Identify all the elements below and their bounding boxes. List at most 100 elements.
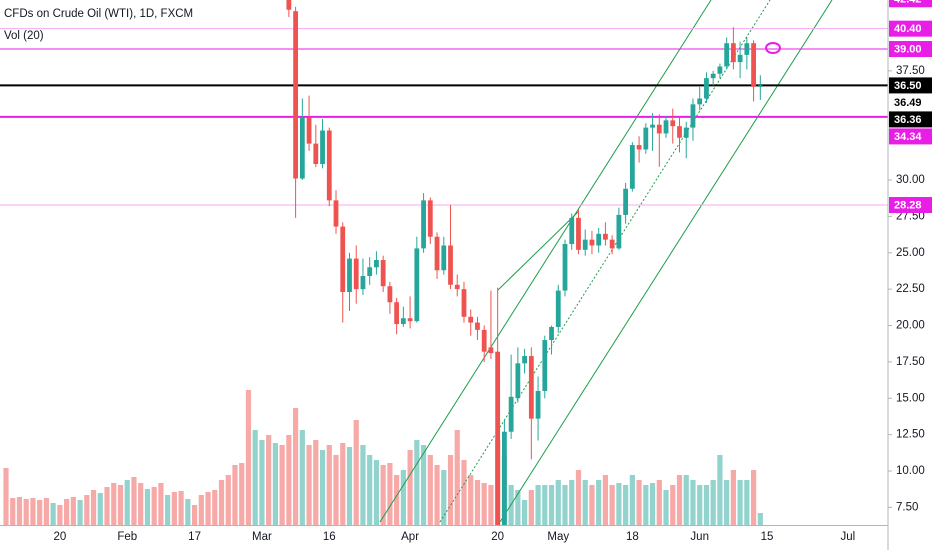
volume-bar bbox=[602, 475, 609, 525]
volume-bar bbox=[353, 420, 359, 525]
volume-bar bbox=[750, 470, 757, 525]
price-label: 36.50 bbox=[894, 80, 922, 92]
candle-body bbox=[333, 200, 339, 227]
volume-bar bbox=[16, 497, 23, 525]
volume-bar bbox=[3, 468, 9, 525]
price-label-bg bbox=[889, 128, 932, 145]
y-tick-label: 22.50 bbox=[896, 283, 925, 295]
volume-bar bbox=[724, 480, 730, 525]
volume-bar bbox=[373, 460, 380, 525]
volume-bar bbox=[744, 480, 750, 525]
volume-bar bbox=[656, 480, 662, 525]
volume-bar bbox=[420, 445, 427, 525]
volume-bar bbox=[683, 475, 689, 525]
volume-bar bbox=[259, 440, 265, 525]
candle-body bbox=[697, 98, 703, 105]
volume-bar bbox=[340, 443, 346, 525]
volume-bar bbox=[670, 485, 676, 525]
volume-bar bbox=[400, 470, 406, 525]
volume-bar bbox=[380, 465, 386, 525]
candle-body bbox=[683, 127, 689, 138]
candle-body bbox=[737, 54, 743, 63]
volume-bar bbox=[97, 493, 103, 525]
candle-body bbox=[448, 245, 453, 285]
volume-bar bbox=[117, 485, 124, 525]
volume-bar bbox=[225, 475, 231, 525]
volume-bar bbox=[313, 440, 319, 525]
volume-bar bbox=[138, 483, 144, 525]
volume-bar bbox=[427, 455, 433, 525]
x-tick-label: 20 bbox=[53, 531, 66, 543]
candle-body bbox=[710, 73, 716, 79]
y-tick-label: 17.50 bbox=[896, 356, 925, 368]
volume-bar bbox=[286, 435, 292, 525]
volume-bar bbox=[218, 480, 225, 525]
candle-body bbox=[757, 85, 763, 87]
candle-body bbox=[286, 0, 292, 10]
candle-body bbox=[751, 43, 756, 87]
y-tick-label: 27.50 bbox=[896, 210, 925, 222]
volume-bar bbox=[582, 480, 588, 525]
x-tick-label: 18 bbox=[626, 531, 639, 543]
volume-bar bbox=[178, 491, 184, 525]
volume-bar bbox=[414, 440, 420, 525]
candle-body bbox=[461, 289, 467, 317]
candle-body bbox=[542, 340, 548, 391]
price-label-bg bbox=[889, 197, 932, 214]
volume-bar bbox=[360, 445, 366, 525]
candle-body bbox=[650, 124, 655, 128]
volume-bar bbox=[57, 505, 63, 525]
volume-bar bbox=[387, 463, 393, 525]
price-label: 34.34 bbox=[894, 131, 922, 143]
volume-bar bbox=[50, 503, 56, 525]
volume-bar bbox=[555, 480, 561, 525]
y-tick-label: 7.50 bbox=[896, 501, 918, 513]
chart-title: CFDs on Crude Oil (WTI), 1D, FXCM bbox=[4, 8, 193, 20]
volume-bar bbox=[171, 492, 177, 525]
candle-body bbox=[306, 117, 312, 144]
x-tick-label: Mar bbox=[252, 531, 272, 543]
volume-bar bbox=[710, 480, 716, 525]
volume-bar bbox=[279, 445, 285, 525]
volume-bar bbox=[245, 390, 252, 525]
volume-bar bbox=[198, 495, 204, 525]
x-tick-label: Jun bbox=[690, 531, 709, 543]
volume-bar bbox=[690, 480, 696, 525]
candle-body bbox=[589, 239, 595, 246]
volume-bar bbox=[535, 485, 541, 525]
drawings bbox=[379, 0, 833, 523]
price-label: 36.49 bbox=[894, 97, 922, 109]
candle-body bbox=[353, 258, 359, 290]
candle-body bbox=[636, 145, 642, 150]
volume-bar bbox=[703, 485, 710, 525]
candle-body bbox=[326, 130, 332, 201]
price-label: 39.00 bbox=[894, 43, 922, 55]
volume-bar bbox=[70, 497, 76, 525]
candle-body bbox=[603, 233, 608, 240]
volume-bar bbox=[609, 485, 615, 525]
candle-body bbox=[555, 290, 561, 327]
candle-body bbox=[394, 302, 400, 325]
candle-body bbox=[670, 120, 676, 127]
candle-body bbox=[582, 239, 588, 250]
volume-bar bbox=[447, 455, 454, 525]
volume-bar bbox=[191, 505, 198, 525]
price-label-bg bbox=[889, 94, 932, 111]
volume-bar bbox=[454, 430, 460, 525]
volume-bar bbox=[165, 495, 171, 525]
x-tick-label: 15 bbox=[761, 531, 774, 543]
marker bbox=[765, 42, 781, 54]
candle-body bbox=[400, 318, 406, 325]
x-tick-label: 20 bbox=[491, 531, 504, 543]
volume-bar bbox=[629, 475, 635, 525]
candle-body bbox=[293, 11, 299, 179]
candle-body bbox=[717, 66, 723, 74]
volume-bar bbox=[77, 500, 83, 525]
y-tick-label: 10.00 bbox=[896, 465, 925, 477]
volume-bar bbox=[144, 489, 151, 525]
price-label-bg bbox=[889, 0, 932, 8]
volume-bar bbox=[111, 483, 117, 525]
volume-bar bbox=[239, 463, 245, 525]
volume-bar bbox=[407, 450, 413, 525]
volume-bar bbox=[441, 470, 447, 525]
